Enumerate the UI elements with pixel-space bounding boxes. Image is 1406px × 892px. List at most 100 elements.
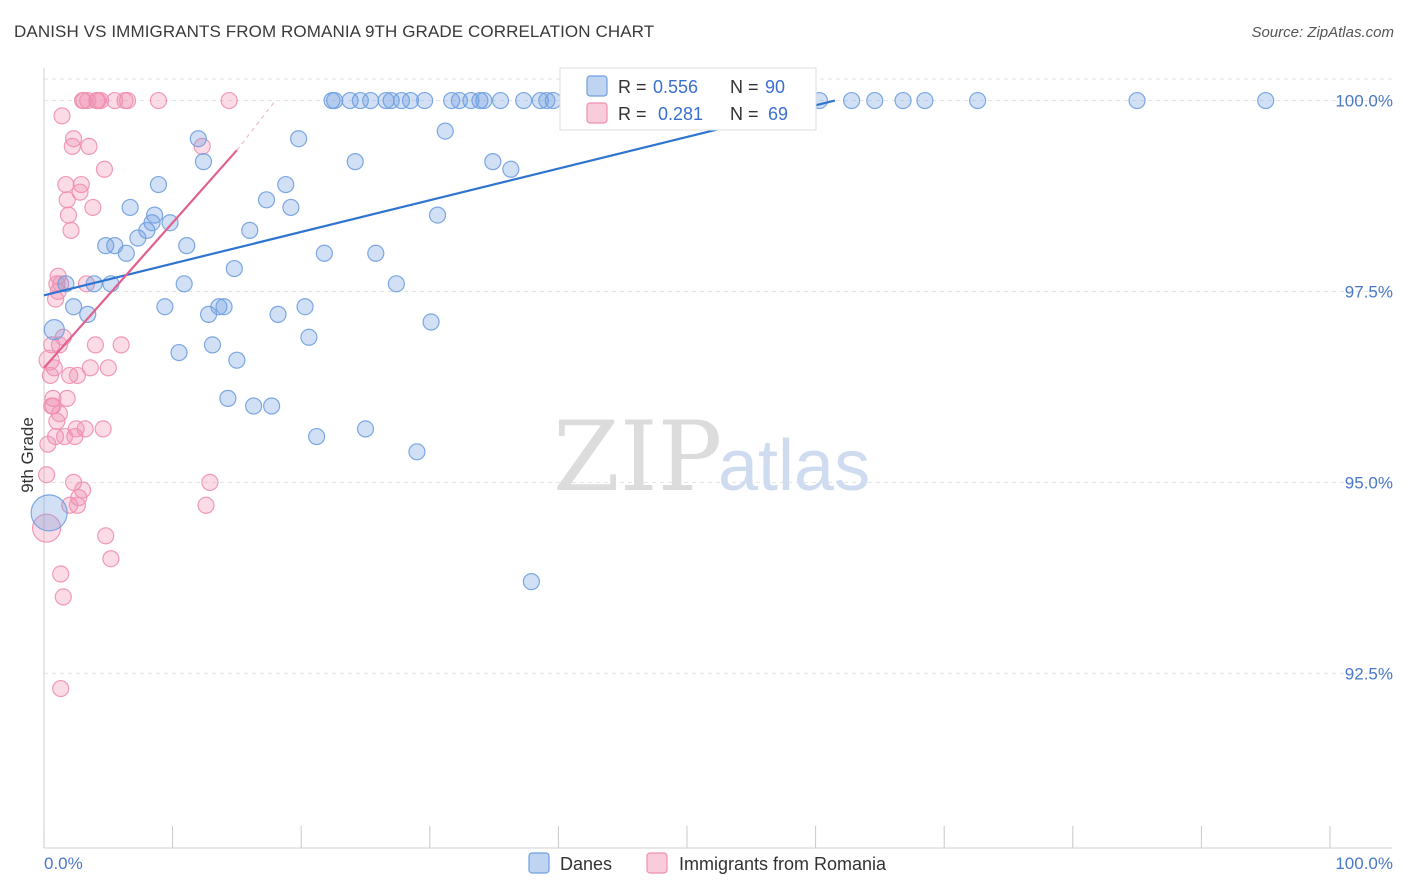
trend-line-romania-extension [236,100,276,151]
x-tick-label-0: 0.0% [44,854,83,873]
legend-r-value-romania: 0.281 [658,104,703,124]
grid-lines [44,78,1392,674]
point-danes-88 [916,91,934,110]
point-danes-19 [175,275,193,293]
point-romania-17 [58,191,76,209]
point-danes-90 [1128,91,1146,110]
point-danes-4 [79,305,97,323]
trend-lines [43,99,836,369]
point-danes-33 [263,397,281,415]
x-tick-labels: 0.0% 100.0% [44,854,1393,873]
point-danes-53 [392,91,411,110]
point-danes-59 [436,122,454,140]
point-danes-47 [356,420,375,438]
point-danes-56 [416,91,434,110]
point-danes-41 [315,244,333,262]
point-danes-35 [277,175,295,194]
point-danes-38 [296,298,314,316]
point-danes-91 [1257,91,1275,110]
point-danes-69 [522,573,540,591]
point-romania-0 [31,513,62,543]
point-danes-48 [362,91,380,110]
point-romania-60 [46,427,65,446]
point-romania-54 [52,565,70,583]
point-danes-31 [245,397,263,415]
point-danes-21 [189,130,207,148]
y-tick-labels: 100.0% 97.5% 95.0% 92.5% [1335,92,1393,684]
point-romania-64 [58,389,76,407]
point-danes-22 [194,153,213,171]
point-danes-25 [210,298,228,316]
bottom-legend-label-danes: Danes [560,854,612,874]
legend-r-label-danes: R = [618,77,647,97]
point-danes-55 [408,443,426,461]
point-danes-62 [462,91,480,110]
point-danes-27 [219,389,237,407]
legend-n-value-romania: 69 [768,104,788,124]
watermark: ZIP atlas [553,401,870,513]
point-danes-3 [64,298,83,316]
chart-source: Source: ZipAtlas.com [1251,24,1394,41]
bottom-legend: Danes Immigrants from Romania [528,852,887,874]
trend-line-danes [43,99,836,297]
point-danes-15 [149,175,168,194]
point-romania-34 [81,359,99,377]
point-romania-22 [64,130,83,148]
point-danes-32 [257,191,276,209]
watermark-atlas: atlas [718,426,870,506]
point-danes-45 [346,153,364,171]
point-romania-31 [76,420,94,438]
point-romania-39 [91,91,110,110]
bottom-legend-label-romania: Immigrants from Romania [679,854,887,874]
point-romania-36 [86,336,105,354]
point-danes-43 [326,91,344,110]
point-danes-10 [121,198,139,217]
point-romania-42 [97,527,115,545]
trend-line-romania [43,149,238,369]
point-romania-48 [118,91,137,110]
point-danes-72 [544,91,562,110]
point-danes-86 [866,91,884,110]
point-romania-49 [149,91,168,110]
y-tick-label-3: 92.5% [1345,664,1393,683]
point-romania-40 [94,420,112,438]
point-danes-14 [145,206,164,224]
legend-n-value-danes: 90 [765,77,785,97]
series-danes-points [30,91,1275,591]
legend: R = 0.556 N = 90 R = 0.281 N = 69 [559,67,817,131]
point-danes-58 [428,206,447,224]
legend-box [559,67,817,131]
point-romania-63 [73,481,92,499]
legend-swatch-romania [586,102,608,124]
y-tick-label-2: 95.0% [1345,473,1393,492]
point-romania-30 [75,91,93,110]
legend-r-label-romania: R = [618,104,647,124]
point-romania-41 [95,160,114,178]
point-romania-7 [45,359,63,377]
point-romania-67 [43,336,61,354]
point-danes-71 [538,91,556,110]
point-romania-24 [67,420,85,438]
point-danes-66 [491,91,510,110]
point-romania-43 [99,359,117,377]
watermark-zip: ZIP [553,401,722,513]
point-danes-89 [969,91,987,110]
point-romania-33 [80,137,98,155]
point-romania-18 [59,206,78,224]
point-romania-28 [72,175,90,194]
point-romania-65 [68,366,87,385]
y-tick-label-1: 97.5% [1345,282,1393,301]
point-romania-35 [84,198,102,217]
point-romania-53 [220,91,238,110]
point-danes-52 [387,275,405,293]
point-danes-16 [156,298,174,316]
point-danes-54 [401,91,420,110]
point-danes-7 [97,237,115,255]
point-romania-51 [197,496,215,514]
point-danes-0 [30,494,68,532]
point-romania-55 [54,588,72,606]
point-danes-70 [531,91,549,110]
point-romania-20 [62,221,80,239]
y-axis-title: 9th Grade [18,417,37,493]
point-romania-56 [52,679,70,698]
